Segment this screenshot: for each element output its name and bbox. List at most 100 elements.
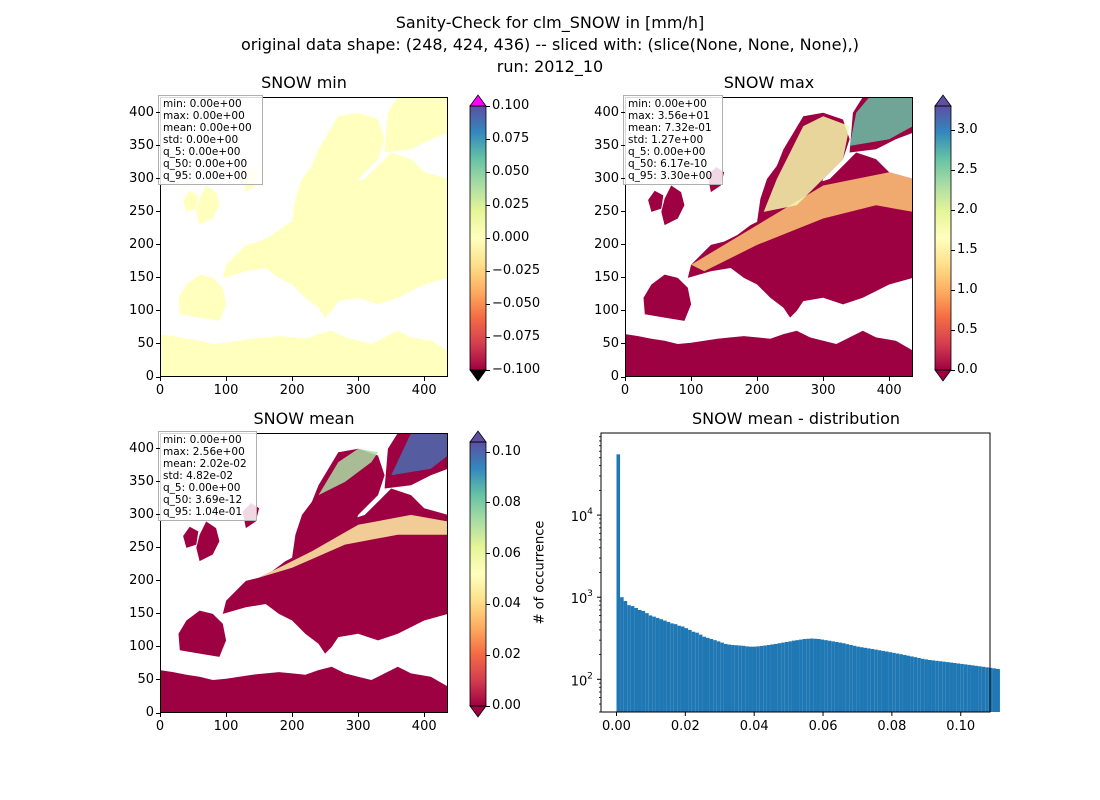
stat-line: std: 4.82e-02 [163, 470, 234, 482]
histogram-bar [727, 644, 732, 712]
colorbar-tick-mark [486, 502, 490, 504]
stat-line: q_95: 1.04e-01 [163, 506, 243, 518]
histogram-bar [852, 645, 857, 712]
colorbar-tick-label: 0.0 [957, 362, 978, 377]
histogram-bar [663, 620, 667, 712]
colorbar-max [934, 94, 952, 382]
y-tick-label: 10 [571, 674, 588, 689]
y-tick-label: 350 [129, 137, 154, 153]
y-tick-mark [156, 145, 160, 147]
colorbar-tick-label: 1.0 [957, 282, 978, 297]
colorbar-under-arrow [469, 369, 487, 382]
x-tick-mark [822, 377, 824, 381]
y-tick-label: 350 [594, 137, 619, 153]
y-tick-mark [156, 112, 160, 114]
stat-line: mean: 0.00e+00 [163, 122, 252, 134]
histogram-bar [745, 646, 749, 712]
histogram-bar [616, 454, 621, 712]
snow-region [259, 514, 448, 578]
x-tick-label: 300 [810, 383, 836, 398]
y-tick-label: 200 [129, 236, 154, 252]
histogram-bar [874, 649, 878, 712]
colorbar-tick-mark [951, 289, 955, 291]
colorbar-tick-label: 1.5 [957, 242, 978, 257]
histogram-bar [756, 646, 760, 712]
stats-box-max: min: 0.00e+00 max: 3.56e+01 mean: 7.32e-… [623, 95, 723, 185]
histogram-bar [641, 610, 646, 712]
x-tick-label: 0.04 [740, 719, 769, 734]
snow-region [763, 116, 850, 212]
histogram-bar [870, 649, 875, 712]
colorbar-over-arrow [469, 94, 487, 107]
colorbar-tick-label: 0.5 [957, 322, 978, 337]
histogram-bar [695, 632, 699, 712]
land-region [643, 274, 692, 321]
snow-region [318, 448, 378, 496]
colorbar-tick-label: 0.00 [492, 698, 521, 713]
x-tick-mark [159, 713, 161, 717]
y-tick-mark [621, 112, 625, 114]
y-tick-label: 250 [129, 203, 154, 219]
figure-title-line-1: Sanity-Check for clm_SNOW in [mm/h] [395, 13, 705, 32]
histogram-bar [716, 641, 721, 712]
x-tick-label: 0.02 [671, 719, 700, 734]
histogram-bar [620, 597, 624, 712]
histogram-bar [770, 644, 775, 712]
colorbar-tick-mark [486, 336, 490, 338]
land-region [196, 185, 220, 226]
colorbar-tick-label: 0.04 [492, 596, 521, 612]
histogram-bar [888, 652, 893, 712]
y-tick-exponent: 2 [587, 671, 593, 681]
y-tick-label: 250 [129, 539, 154, 555]
x-tick-label: 400 [876, 383, 902, 398]
land-region [178, 610, 227, 657]
histogram-bar [985, 667, 989, 712]
histogram-bar [831, 641, 835, 712]
land-region [160, 330, 448, 377]
histogram-bar [720, 642, 724, 712]
histogram-bar [910, 656, 914, 712]
stat-line: max: 0.00e+00 [163, 110, 245, 122]
y-tick-label: 200 [594, 236, 619, 252]
map-snow-mean [160, 433, 448, 713]
histogram-bar [634, 607, 638, 712]
histogram-bar [881, 650, 885, 712]
x-tick-label: 0.10 [946, 719, 975, 734]
histogram-bar [713, 640, 717, 712]
colorbar-tick-mark [486, 138, 490, 140]
histogram-bar [995, 668, 1000, 712]
x-tick-label: 100 [213, 383, 239, 398]
histogram-bar [970, 665, 975, 712]
histogram-bar [655, 617, 660, 712]
histogram-bar [992, 668, 996, 712]
y-tick-label: 400 [129, 440, 154, 456]
histogram-bar [963, 664, 968, 712]
histogram-bar [788, 641, 792, 712]
y-tick-label: 10 [571, 510, 588, 525]
stat-line: mean: 7.32e-01 [628, 122, 712, 134]
colorbar-tick-label: 3.0 [957, 122, 978, 137]
histogram-bar [945, 662, 950, 712]
colorbar-tick-label: 0.000 [492, 230, 530, 245]
y-tick-mark [156, 448, 160, 450]
stat-line: q_50: 3.69e-12 [163, 494, 243, 506]
colorbar-tick-label: 2.0 [957, 202, 978, 217]
x-tick-label: 100 [678, 383, 704, 398]
colorbar-under-arrow [469, 705, 487, 718]
histogram-bar [795, 640, 800, 712]
axes-frame-min [160, 97, 448, 377]
histogram-bar [899, 654, 903, 712]
y-tick-label: 250 [594, 203, 619, 219]
y-tick-label: 150 [594, 269, 619, 285]
y-tick-label: 300 [129, 506, 154, 522]
colorbar-tick-label: 0.06 [492, 545, 521, 561]
histogram-bar [845, 644, 850, 712]
histogram-bar [824, 640, 828, 712]
colorbar-over-arrow [934, 94, 952, 107]
land-region [178, 274, 227, 321]
x-tick-label: 0.08 [877, 719, 906, 734]
y-tick-label: 50 [602, 335, 619, 351]
histogram-bar [956, 663, 961, 712]
colorbar-tick-mark [951, 129, 955, 131]
